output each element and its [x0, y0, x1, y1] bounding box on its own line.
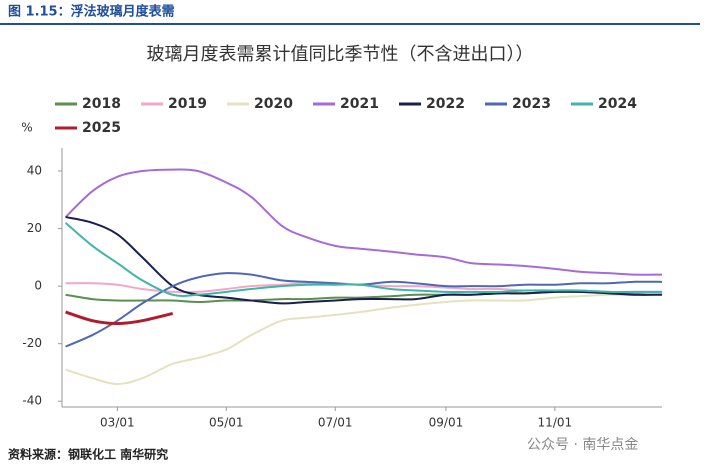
series-line [64, 222, 662, 297]
y-tick-label: 40 [27, 164, 42, 178]
legend-label: 2025 [82, 120, 121, 136]
x-tick-label: 05/01 [209, 416, 244, 430]
figure-header: 图 1.15：浮法玻璃月度表需 [8, 4, 175, 20]
x-tick-label: 09/01 [429, 416, 464, 430]
series-line [64, 168, 663, 276]
series-line [65, 216, 663, 305]
legend-label: 2020 [254, 96, 293, 112]
legend-label: 2023 [512, 96, 551, 112]
series-line [65, 292, 663, 385]
y-tick-label: 0 [34, 279, 42, 293]
y-tick-label: -40 [22, 394, 42, 408]
legend-label: 2018 [82, 96, 121, 112]
chart-title: 玻璃月度表需累计值同比季节性（不含进出口）） [147, 44, 534, 65]
series-line [65, 310, 174, 326]
x-tick-label: 03/01 [100, 416, 135, 430]
x-tick-label: 07/01 [318, 416, 353, 430]
x-tick-label: 11/01 [538, 416, 573, 430]
legend-label: 2022 [426, 96, 465, 112]
legend-label: 2024 [598, 96, 637, 112]
y-unit: % [21, 121, 32, 135]
y-tick-label: 20 [27, 221, 42, 235]
watermark: 公众号 · 南华点金 [527, 437, 638, 453]
legend-label: 2019 [168, 96, 207, 112]
y-tick-label: -20 [22, 336, 42, 350]
source-note: 资料来源：钢联化工 南华研究 [8, 447, 168, 462]
legend-label: 2021 [340, 96, 379, 112]
